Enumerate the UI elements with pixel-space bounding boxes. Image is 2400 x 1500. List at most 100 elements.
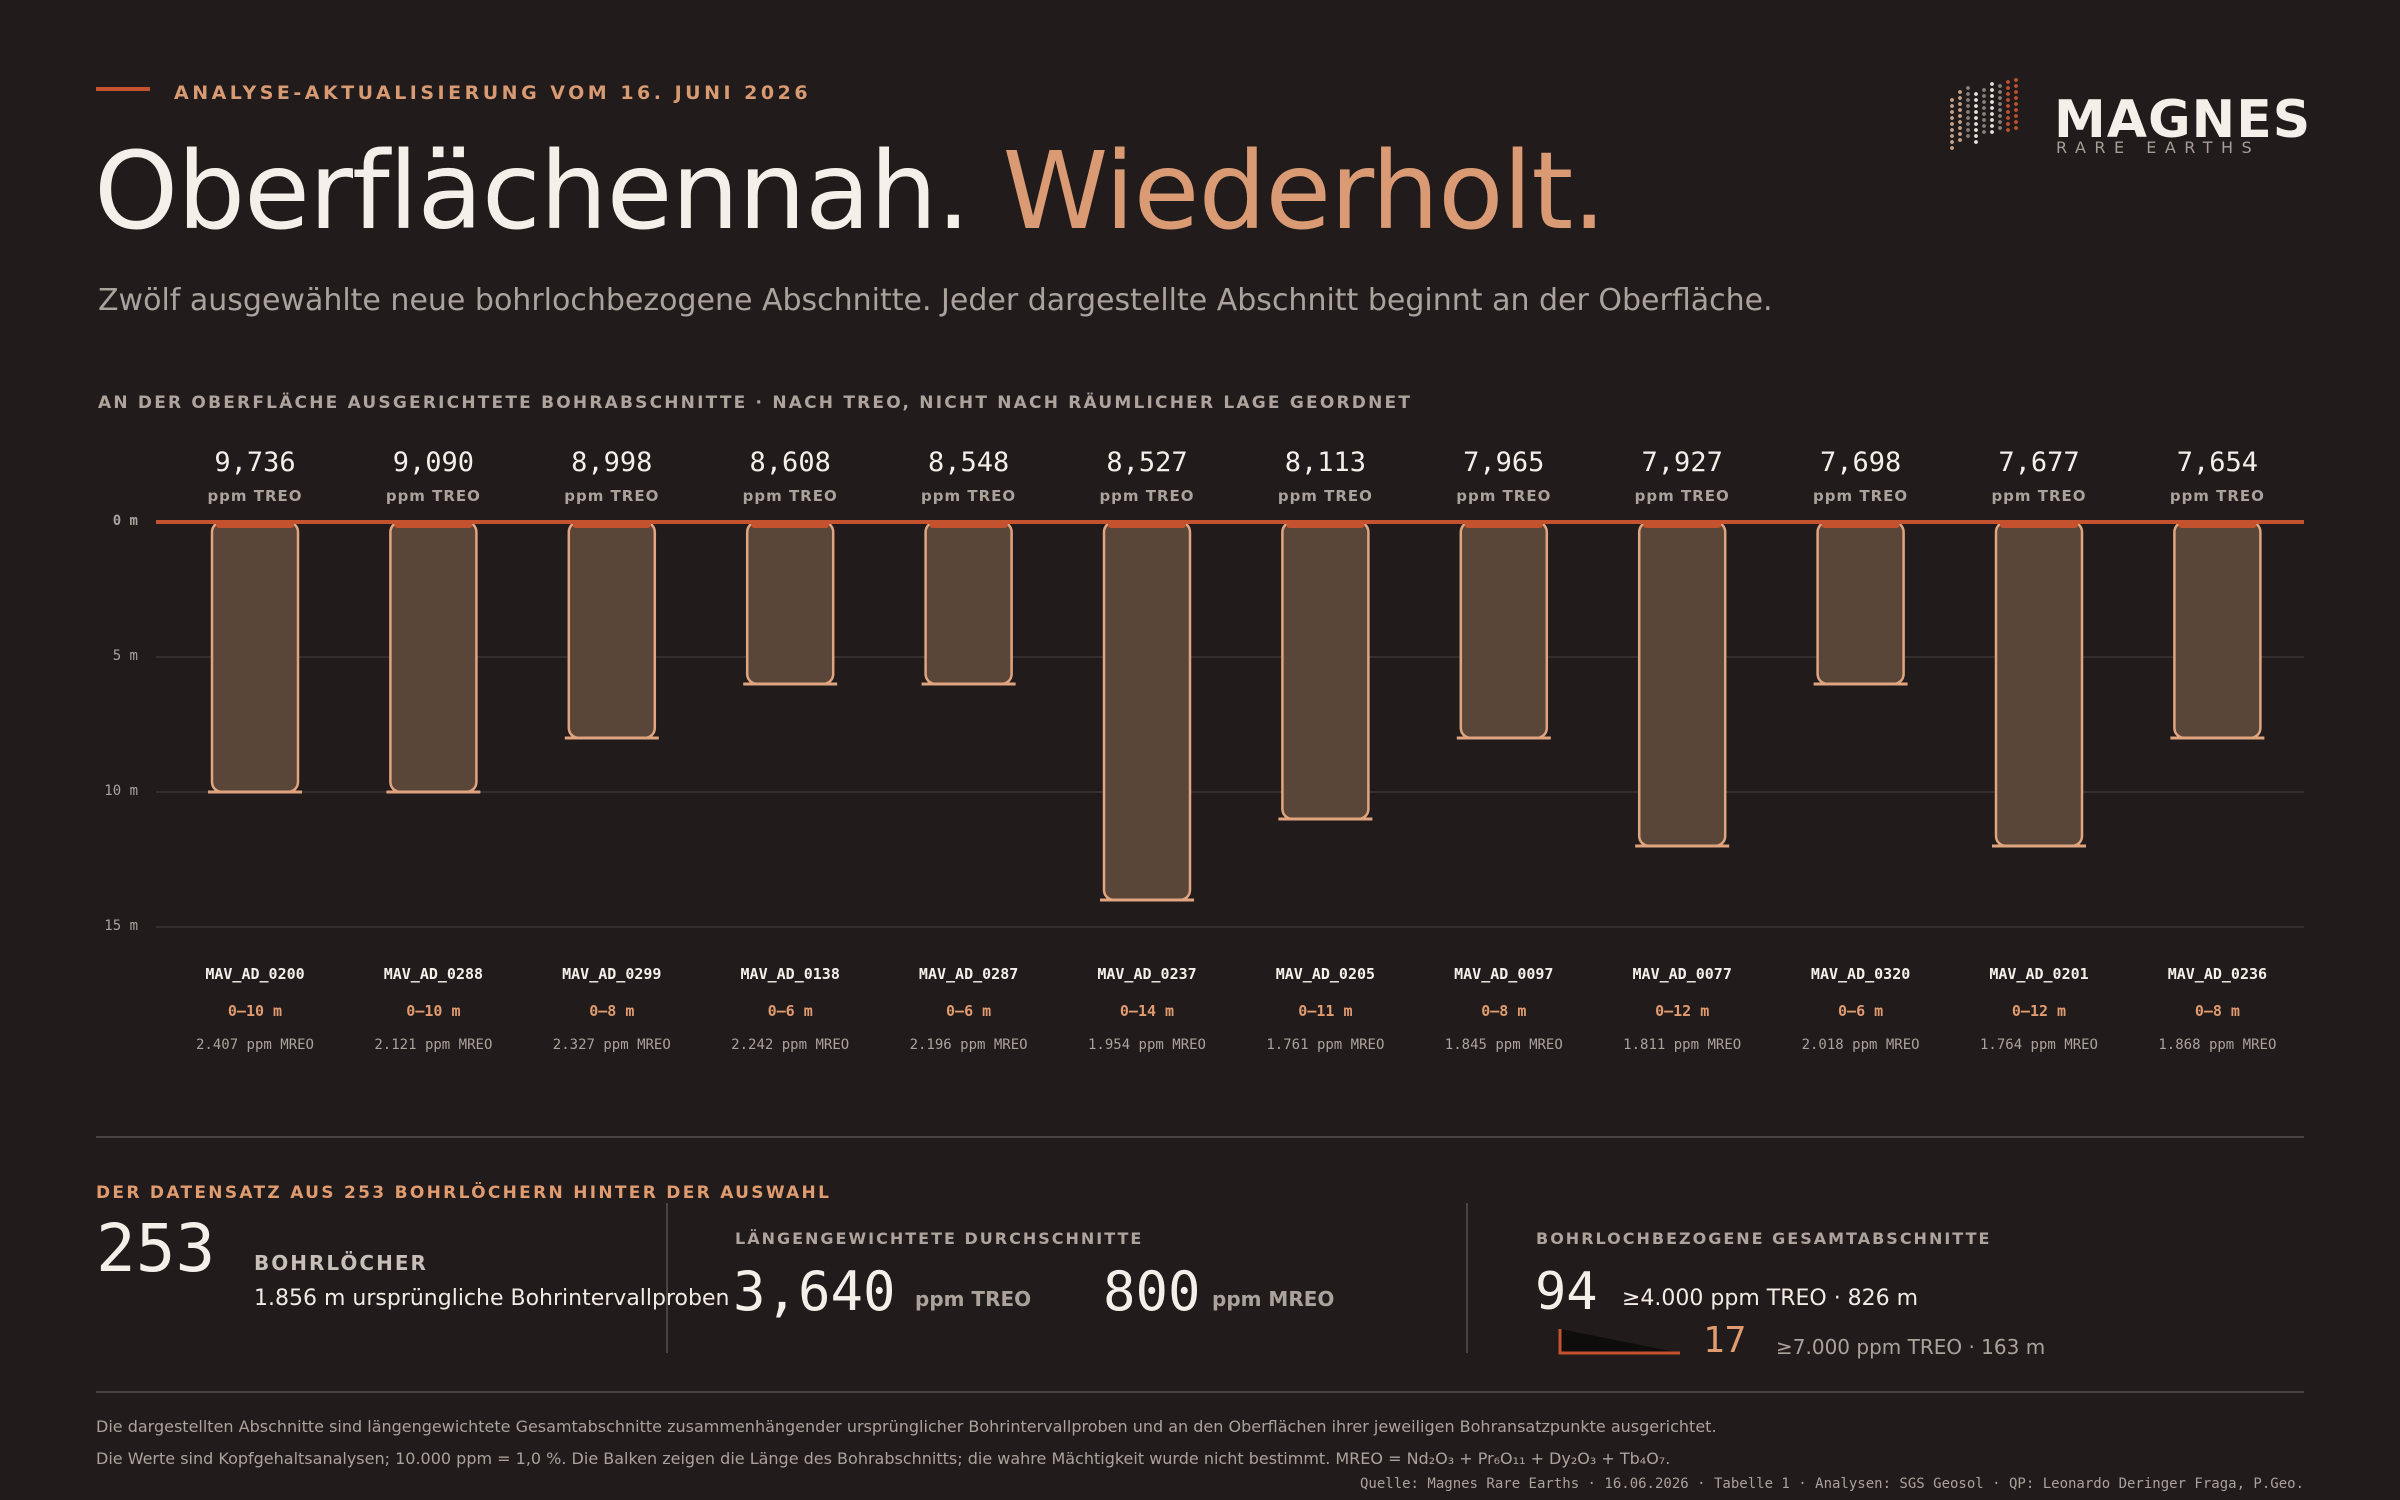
interval-label: 0–6 m <box>1838 1002 1884 1020</box>
composites-desc-b: ≥7.000 ppm TREO · 163 m <box>1776 1335 2046 1359</box>
interval-bar <box>210 520 300 794</box>
treo-unit-label: ppm TREO <box>1813 487 1909 505</box>
eyebrow: ANALYSE-AKTUALISIERUNG VOM 16. JUNI 2026 <box>174 82 812 104</box>
hole-id-label: MAV_AD_0237 <box>1097 965 1197 983</box>
interval-label: 0–8 m <box>2194 1002 2240 1020</box>
hole-id-label: MAV_AD_0200 <box>205 965 305 983</box>
divider <box>96 1136 2304 1138</box>
footnote-1: Die dargestellten Abschnitte sind längen… <box>96 1417 1717 1436</box>
treo-value-label: 8,113 <box>1284 447 1367 478</box>
holes-caption: BOHRLÖCHER <box>254 1251 428 1275</box>
bar-group <box>1278 520 1373 821</box>
page-title: Oberflächennah. Wiederholt. <box>94 130 1606 254</box>
interval-bar <box>1102 520 1192 902</box>
hole-id-label: MAV_AD_0077 <box>1632 965 1732 983</box>
interval-label: 0–14 m <box>1119 1002 1175 1020</box>
hole-id-label: MAV_AD_0236 <box>2167 965 2268 983</box>
logo-tagline: RARE EARTHS <box>2056 138 2261 157</box>
treo-value-label: 9,090 <box>392 447 475 478</box>
y-tick-label: 10 m <box>104 783 138 799</box>
y-tick-label: 15 m <box>104 918 138 934</box>
composites-count-b: 17 <box>1703 1320 1747 1361</box>
holes-count: 253 <box>96 1210 216 1287</box>
bar-group <box>1635 520 1730 848</box>
interval-label: 0–6 m <box>767 1002 813 1020</box>
hole-id-label: MAV_AD_0287 <box>918 965 1019 983</box>
footnote-2: Die Werte sind Kopfgehaltsanalysen; 10.0… <box>96 1449 1671 1468</box>
interval-chart <box>156 520 2304 928</box>
interval-bar <box>567 520 657 740</box>
dataset-label: DER DATENSATZ AUS 253 BOHRLÖCHERN HINTER… <box>96 1183 832 1203</box>
bar-group <box>921 520 1016 686</box>
mreo-label: 2.018 ppm MREO <box>1801 1037 1920 1053</box>
bar-group <box>386 520 481 794</box>
mreo-label: 1.868 ppm MREO <box>2158 1037 2277 1053</box>
treo-value-label: 7,677 <box>1998 447 2080 478</box>
wedge-icon <box>1558 1329 1680 1355</box>
treo-value-label: 7,654 <box>2176 447 2259 478</box>
hole-id-label: MAV_AD_0138 <box>740 965 840 983</box>
treo-unit-label: ppm TREO <box>1456 487 1552 505</box>
source-line: Quelle: Magnes Rare Earths · 16.06.2026 … <box>1359 1476 2304 1492</box>
interval-bar <box>389 520 478 794</box>
treo-value-label: 9,736 <box>214 447 296 478</box>
mreo-label: 2.242 ppm MREO <box>731 1037 850 1053</box>
treo-value-label: 8,548 <box>927 447 1010 478</box>
avg-treo-value: 3,640 <box>733 1260 896 1323</box>
treo-unit-label: ppm TREO <box>2169 487 2265 505</box>
page-subtitle: Zwölf ausgewählte neue bohrlochbezogene … <box>98 283 1773 318</box>
treo-unit-label: ppm TREO <box>564 487 660 505</box>
interval-label: 0–8 m <box>589 1002 635 1020</box>
composites-label: BOHRLOCHBEZOGENE GESAMTABSCHNITTE <box>1536 1229 1992 1248</box>
hole-id-label: MAV_AD_0205 <box>1275 965 1376 983</box>
avg-mreo-value: 800 <box>1103 1260 1201 1323</box>
averages-label: LÄNGENGEWICHTETE DURCHSCHNITTE <box>735 1229 1144 1248</box>
bar-group <box>1456 520 1551 740</box>
mreo-label: 2.407 ppm MREO <box>195 1037 314 1053</box>
mreo-label: 2.327 ppm MREO <box>552 1037 671 1053</box>
treo-unit-label: ppm TREO <box>1991 487 2087 505</box>
mreo-label: 1.954 ppm MREO <box>1087 1037 1206 1053</box>
bar-group <box>2170 520 2265 740</box>
title-accent: Wiederholt. <box>1002 130 1606 254</box>
treo-unit-label: ppm TREO <box>207 487 303 505</box>
interval-label: 0–6 m <box>946 1002 992 1020</box>
y-tick-label: 0 m <box>112 513 138 529</box>
interval-bar <box>1459 520 1549 740</box>
bar-group <box>208 520 302 794</box>
treo-unit-label: ppm TREO <box>742 487 838 505</box>
interval-label: 0–10 m <box>406 1002 461 1020</box>
treo-value-label: 7,698 <box>1819 447 1902 478</box>
interval-bar <box>1816 520 1905 686</box>
treo-value-label: 8,527 <box>1106 447 1188 478</box>
holes-detail: 1.856 m ursprüngliche Bohrintervallprobe… <box>254 1286 730 1311</box>
treo-value-label: 7,965 <box>1463 447 1545 478</box>
mreo-label: 1.845 ppm MREO <box>1444 1037 1563 1053</box>
treo-unit-label: ppm TREO <box>1277 487 1373 505</box>
interval-bar <box>924 520 1013 686</box>
treo-unit-label: ppm TREO <box>385 487 481 505</box>
composites-desc-a: ≥4.000 ppm TREO · 826 m <box>1622 1286 1919 1311</box>
mreo-label: 1.764 ppm MREO <box>1979 1037 2098 1053</box>
hole-id-label: MAV_AD_0201 <box>1989 965 2089 983</box>
title-main: Oberflächennah. <box>94 130 970 254</box>
interval-label: 0–8 m <box>1481 1002 1527 1020</box>
avg-treo-unit: ppm TREO <box>915 1287 1032 1311</box>
bar-group <box>743 520 838 686</box>
mreo-label: 2.121 ppm MREO <box>374 1037 493 1053</box>
treo-unit-label: ppm TREO <box>1099 487 1195 505</box>
treo-unit-label: ppm TREO <box>1634 487 1730 505</box>
divider <box>96 1391 2304 1393</box>
composites-count-a: 94 <box>1535 1262 1598 1322</box>
bar-group <box>1992 520 2086 848</box>
interval-bar <box>2173 520 2262 740</box>
separator <box>666 1203 668 1353</box>
interval-bar <box>1281 520 1370 821</box>
hole-id-label: MAV_AD_0320 <box>1810 965 1911 983</box>
mreo-label: 1.811 ppm MREO <box>1623 1037 1742 1053</box>
interval-label: 0–12 m <box>2011 1002 2067 1020</box>
hole-id-label: MAV_AD_0299 <box>562 965 662 983</box>
separator <box>1466 1203 1468 1353</box>
interval-label: 0–12 m <box>1655 1002 1710 1020</box>
hole-id-label: MAV_AD_0288 <box>383 965 484 983</box>
